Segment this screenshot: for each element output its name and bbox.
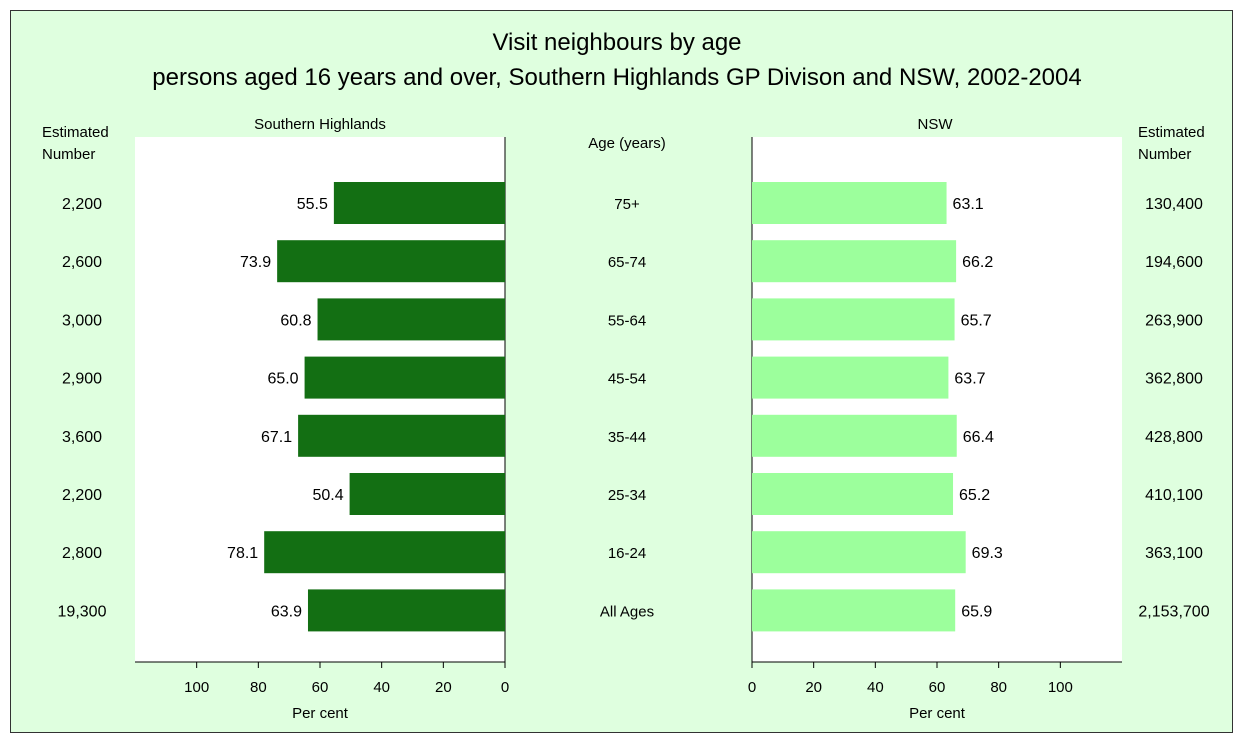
left-x-tick-label: 20 (435, 679, 452, 696)
chart-title: Visit neighbours by age (492, 29, 741, 56)
age-category-label: All Ages (600, 603, 654, 620)
right-estimated-number: 263,900 (1145, 312, 1203, 329)
left-x-tick-label: 60 (312, 679, 329, 696)
right-x-tick-label: 20 (805, 679, 822, 696)
right-number-header-line1: Estimated (1138, 124, 1205, 141)
left-x-axis-label: Per cent (292, 705, 349, 722)
left-bar (264, 531, 505, 574)
right-bar-value-label: 65.9 (961, 603, 992, 620)
age-category-label: 65-74 (608, 254, 646, 271)
age-category-label: 35-44 (608, 429, 646, 446)
left-bar (333, 182, 505, 224)
right-estimated-number: 130,400 (1145, 196, 1203, 213)
right-x-tick-label: 40 (867, 679, 884, 696)
left-bar (317, 298, 505, 341)
age-category-label: 25-34 (608, 487, 646, 504)
left-bar-value-label: 73.9 (240, 254, 271, 271)
left-bar-value-label: 60.8 (280, 312, 311, 329)
left-bar (304, 356, 505, 399)
right-bar (752, 182, 947, 224)
right-x-tick-label: 0 (748, 679, 756, 696)
right-bar-value-label: 69.3 (972, 545, 1003, 562)
right-x-axis-label: Per cent (909, 705, 966, 722)
right-bar-value-label: 65.2 (959, 487, 990, 504)
left-panel-title: Southern Highlands (254, 116, 386, 133)
right-bar (752, 298, 955, 341)
right-estimated-number: 410,100 (1145, 487, 1203, 504)
left-bar (298, 414, 505, 457)
right-bar (752, 531, 966, 574)
age-category-label: 55-64 (608, 312, 646, 329)
right-x-tick-label: 80 (990, 679, 1007, 696)
age-category-label: 16-24 (608, 545, 646, 562)
left-x-tick-label: 0 (501, 679, 509, 696)
age-category-label: 75+ (614, 196, 640, 213)
right-number-header-line2: Number (1138, 146, 1191, 163)
left-bar-value-label: 63.9 (271, 603, 302, 620)
chart-subtitle: persons aged 16 years and over, Southern… (152, 64, 1081, 91)
right-estimated-number: 362,800 (1145, 371, 1203, 388)
left-bar-value-label: 78.1 (227, 545, 258, 562)
left-number-header-line2: Number (42, 146, 95, 163)
left-bar-value-label: 65.0 (267, 371, 298, 388)
left-bar (307, 589, 505, 632)
left-estimated-number: 3,000 (62, 312, 102, 329)
right-bar-value-label: 63.1 (953, 196, 984, 213)
left-x-tick-label: 40 (373, 679, 390, 696)
right-estimated-number: 363,100 (1145, 545, 1203, 562)
right-bar (752, 589, 956, 632)
right-bar-value-label: 66.2 (962, 254, 993, 271)
left-estimated-number: 2,600 (62, 254, 102, 271)
right-plot-area (752, 137, 1122, 662)
left-estimated-number: 19,300 (58, 603, 107, 620)
left-estimated-number: 2,200 (62, 196, 102, 213)
left-estimated-number: 2,200 (62, 487, 102, 504)
left-bar (277, 240, 505, 283)
left-plot-area (135, 137, 505, 662)
right-bar (752, 356, 949, 399)
right-estimated-number: 428,800 (1145, 429, 1203, 446)
left-bar-value-label: 50.4 (312, 487, 343, 504)
left-x-tick-label: 80 (250, 679, 267, 696)
right-panel-title: NSW (918, 116, 954, 133)
right-bar (752, 473, 954, 515)
right-bar-value-label: 63.7 (954, 371, 985, 388)
age-category-label: 45-54 (608, 371, 646, 388)
right-bar-value-label: 66.4 (963, 429, 994, 446)
left-bar-value-label: 55.5 (297, 196, 328, 213)
right-estimated-number: 2,153,700 (1138, 603, 1209, 620)
right-bar (752, 240, 957, 283)
left-number-header-line1: Estimated (42, 124, 109, 141)
right-bar-value-label: 65.7 (961, 312, 992, 329)
right-estimated-number: 194,600 (1145, 254, 1203, 271)
right-bar (752, 414, 957, 457)
left-estimated-number: 3,600 (62, 429, 102, 446)
left-bar-value-label: 67.1 (261, 429, 292, 446)
left-estimated-number: 2,800 (62, 545, 102, 562)
age-header: Age (years) (588, 135, 666, 152)
left-estimated-number: 2,900 (62, 371, 102, 388)
right-x-tick-label: 100 (1048, 679, 1073, 696)
left-x-tick-label: 100 (184, 679, 209, 696)
left-bar (349, 473, 505, 515)
right-x-tick-label: 60 (929, 679, 946, 696)
